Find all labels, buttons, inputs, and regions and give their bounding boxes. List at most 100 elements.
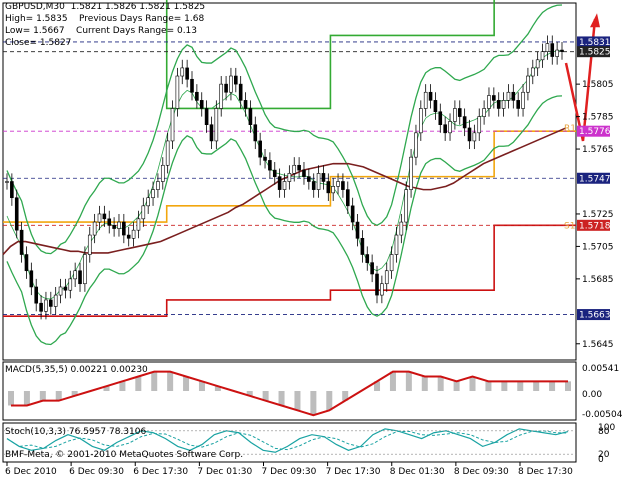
candle-body [204, 108, 209, 126]
time-tick-label: 8 Dec 17:30 [518, 467, 573, 477]
candle-body [83, 254, 87, 285]
candle-body [380, 283, 384, 296]
macd-bar [151, 371, 158, 391]
candle-body [73, 270, 77, 280]
macd-bar [71, 391, 78, 396]
candle-body [297, 164, 301, 171]
candle-body [151, 189, 155, 199]
candle-body [365, 254, 370, 263]
candle-body [185, 67, 189, 80]
candle-body [97, 213, 102, 223]
candle-body [326, 181, 331, 194]
candle-body [102, 213, 107, 220]
candle-body [175, 75, 180, 109]
price-label-text: 1.5747 [579, 174, 611, 184]
level-label: S1 [564, 221, 575, 231]
candles [5, 35, 564, 320]
price-label-text: 1.5663 [579, 311, 611, 321]
candle-body [224, 83, 228, 93]
macd-bar [437, 376, 444, 391]
candle-body [555, 49, 559, 57]
candle-body [302, 169, 306, 177]
candle-body [258, 140, 262, 158]
candle-body [263, 156, 267, 161]
candle-body [156, 181, 160, 190]
candle-body [453, 108, 457, 122]
macd-bar [167, 371, 174, 391]
candle-body [394, 234, 399, 255]
price-tick-label: 1.5705 [582, 242, 614, 252]
macd-bar [533, 381, 540, 391]
candle-body [409, 156, 413, 190]
price-tick-label: 1.5785 [582, 113, 614, 123]
stoch-title: Stoch(10,3,3) 76.5957 78.3106 [5, 427, 146, 437]
macd-bar [39, 391, 46, 401]
candle-body [180, 67, 185, 77]
candle-body [219, 83, 224, 109]
candle-body [355, 221, 360, 239]
candle-body [307, 176, 311, 182]
level-labels: R1 S1 [564, 124, 576, 231]
candle-body [438, 111, 443, 126]
candle-body [160, 164, 165, 182]
candle-body [87, 234, 92, 255]
candle-body [272, 169, 277, 177]
candle-body [63, 286, 68, 291]
candle-body [540, 51, 545, 61]
candle-body [5, 181, 9, 183]
candle-body [68, 278, 73, 291]
candle-body [277, 176, 282, 190]
candle-body [268, 160, 272, 171]
time-tick-label: 8 Dec 01:30 [390, 467, 445, 477]
header-line-3: Low= 1.5667 Current Days Range= 0.13 [5, 26, 198, 36]
header-line-4: Close= 1.5827 [5, 38, 72, 48]
candle-body [433, 100, 438, 113]
stoch-tick-label: 0 [598, 455, 604, 465]
macd-bar [549, 381, 556, 391]
candle-body [195, 91, 199, 101]
macd-bar [453, 381, 460, 391]
candle-body [511, 91, 516, 101]
candle-body [112, 225, 116, 229]
candle-body [199, 100, 204, 109]
time-tick-label: 7 Dec 09:30 [262, 467, 317, 477]
candle-body [58, 286, 63, 296]
macd-bar [501, 381, 508, 391]
candle-body [141, 205, 146, 220]
macd-bar [326, 391, 333, 411]
candle-body [209, 124, 214, 142]
candle-body [448, 121, 452, 134]
header-line-1: GBPUSD,M30 1.5821 1.5826 1.5821 1.5825 [5, 2, 206, 12]
candle-body [214, 108, 219, 142]
candle-body [229, 75, 233, 93]
candle-body [10, 181, 14, 199]
candle-body [14, 197, 19, 231]
price-label-text: 1.5825 [579, 48, 611, 58]
candle-body [321, 173, 326, 182]
time-tick-label: 6 Dec 09:30 [69, 467, 124, 477]
candle-body [78, 270, 82, 285]
candle-body [146, 197, 150, 207]
candle-body [530, 67, 535, 77]
candle-body [550, 43, 555, 57]
time-tick-label: 6 Dec 2010 [5, 467, 57, 477]
price-label-bg [577, 125, 610, 137]
macd-tick-label: 0.00 [582, 390, 602, 400]
candle-body [414, 132, 418, 158]
macd-bar [135, 376, 142, 391]
candle-body [287, 173, 292, 182]
candle-body [560, 49, 564, 52]
band-upper [6, 4, 563, 255]
stoch-tick-label: 20 [598, 450, 610, 460]
candle-body [117, 221, 121, 229]
forecast-path [564, 19, 597, 142]
candle-body [516, 100, 520, 109]
candle-body [526, 75, 530, 93]
candle-body [419, 108, 423, 134]
price-tick-label: 1.5725 [582, 210, 614, 220]
candle-body [345, 189, 350, 207]
price-label-bg [577, 46, 610, 58]
macd-bar [469, 376, 476, 391]
candle-body [165, 140, 170, 166]
